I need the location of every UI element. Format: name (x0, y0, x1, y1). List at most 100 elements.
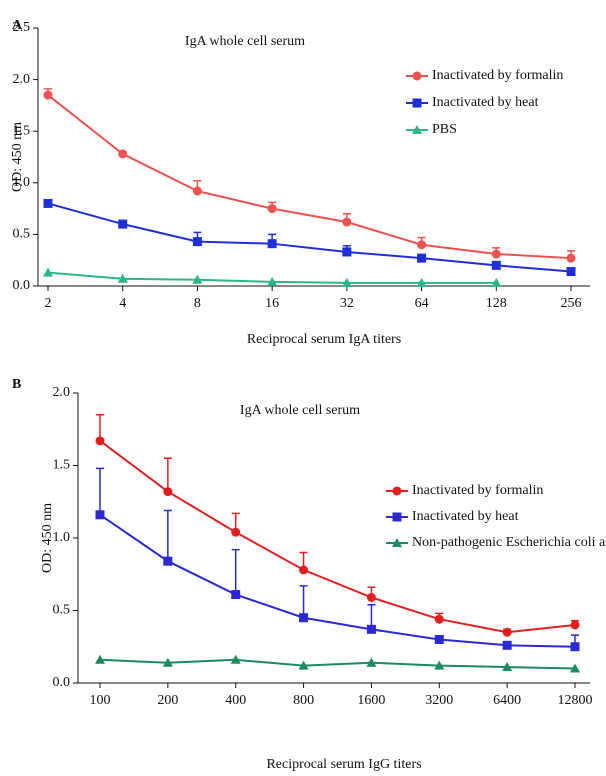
point (412, 98, 422, 108)
point (342, 217, 352, 227)
point (392, 512, 402, 522)
point (43, 267, 53, 277)
x-tick-label: 8 (194, 296, 201, 311)
x-tick-label: 200 (157, 693, 178, 708)
point (267, 204, 277, 214)
point (566, 267, 576, 277)
point (434, 660, 445, 670)
x-tick-label: 12800 (558, 693, 593, 708)
point (434, 614, 444, 624)
panel-label: A (12, 18, 23, 33)
point (163, 487, 173, 497)
point (95, 510, 105, 520)
legend-label: Inactivated by formalin (432, 68, 563, 83)
series-line (99, 513, 576, 648)
error-bar (96, 467, 104, 515)
x-tick-label: 256 (561, 296, 582, 311)
point (299, 613, 309, 623)
x-tick-label: 32 (340, 296, 354, 311)
point (502, 640, 512, 650)
point (434, 635, 444, 644)
point (502, 627, 512, 637)
y-tick-label: 2.0 (13, 72, 31, 87)
error-bar (231, 548, 240, 595)
y-tick-label: 0.0 (53, 675, 71, 690)
y-tick-label: 1.5 (13, 123, 31, 138)
point (299, 565, 309, 575)
legend-label: Inactivated by heat (432, 95, 539, 110)
legend-label: Inactivated by formalin (412, 483, 543, 498)
point (230, 654, 241, 664)
point (570, 663, 580, 673)
point (366, 657, 377, 667)
legend-label: Inactivated by heat (412, 509, 519, 524)
point (118, 219, 128, 229)
point (163, 556, 173, 566)
point (95, 436, 105, 446)
point (566, 253, 576, 263)
error-bar (299, 585, 308, 618)
point (117, 273, 128, 283)
y-tick-label: 2.5 (13, 20, 31, 35)
y-tick-label: 2.0 (53, 385, 71, 400)
point (366, 624, 376, 634)
point (231, 590, 241, 600)
point (502, 662, 513, 672)
error-bar (163, 509, 172, 562)
x-tick-label: 100 (90, 693, 111, 708)
point (491, 277, 502, 287)
series-line (99, 658, 576, 670)
legend-label: PBS (432, 122, 457, 137)
x-tick-label: 64 (415, 296, 429, 311)
point (162, 657, 173, 667)
x-tick-label: 3200 (425, 693, 453, 708)
error-bar (163, 457, 172, 492)
point (43, 198, 53, 208)
panel-label: B (12, 377, 21, 392)
point (231, 527, 241, 537)
y-axis-label: OD: 450 nm (40, 503, 55, 573)
x-tick-label: 128 (486, 296, 507, 311)
series-line (47, 94, 572, 260)
x-tick-label: 4 (119, 296, 126, 311)
point (192, 274, 203, 284)
point (192, 186, 202, 196)
chart-title: IgA whole cell serum (240, 403, 360, 418)
point (417, 240, 427, 250)
point (341, 277, 352, 287)
legend-label: Non-pathogenic Escherichia coli as contr… (412, 535, 606, 550)
point (570, 642, 580, 652)
point (392, 538, 402, 547)
y-tick-label: 1.0 (53, 530, 71, 545)
point (417, 253, 427, 263)
point (192, 237, 202, 247)
y-tick-label: 0.5 (13, 227, 31, 242)
x-tick-label: 1600 (357, 693, 385, 708)
y-tick-label: 0.0 (13, 278, 31, 293)
point (491, 249, 501, 259)
y-tick-label: 1.5 (53, 458, 71, 473)
x-axis-label: Reciprocal serum IgG titers (266, 757, 421, 772)
point (267, 276, 278, 286)
point (298, 660, 309, 670)
point (95, 654, 105, 664)
x-tick-label: 6400 (493, 693, 521, 708)
point (570, 620, 580, 630)
series-line (99, 440, 576, 634)
series-line (47, 202, 572, 273)
x-axis-label: Reciprocal serum IgA titers (247, 332, 401, 347)
y-tick-label: 1.0 (13, 175, 31, 190)
point (491, 260, 501, 270)
x-tick-label: 16 (265, 296, 279, 311)
x-tick-label: 800 (293, 693, 314, 708)
x-tick-label: 400 (225, 693, 246, 708)
point (366, 592, 376, 602)
point (412, 71, 422, 81)
point (412, 125, 422, 134)
y-axis-label: OD: 450 nm (10, 122, 25, 192)
chart-title: IgA whole cell serum (185, 34, 305, 49)
point (118, 149, 128, 159)
x-tick-label: 2 (45, 296, 52, 311)
point (43, 90, 53, 100)
